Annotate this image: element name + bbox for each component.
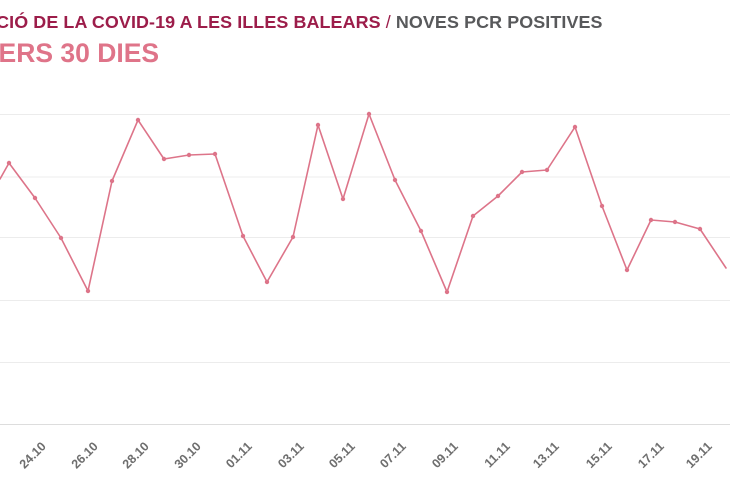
svg-text:09.11: 09.11 <box>429 439 461 471</box>
svg-text:24.10: 24.10 <box>17 439 49 471</box>
svg-text:03.11: 03.11 <box>275 439 307 471</box>
svg-text:30.10: 30.10 <box>172 439 204 471</box>
svg-text:07.11: 07.11 <box>377 439 409 471</box>
svg-text:11.11: 11.11 <box>482 439 513 470</box>
svg-text:13.11: 13.11 <box>530 439 562 471</box>
svg-text:17.11: 17.11 <box>635 439 667 471</box>
svg-text:19.11: 19.11 <box>683 439 715 471</box>
svg-text:15.11: 15.11 <box>583 439 615 471</box>
svg-text:01.11: 01.11 <box>223 439 255 471</box>
svg-text:05.11: 05.11 <box>326 439 358 471</box>
svg-text:28.10: 28.10 <box>120 439 152 471</box>
svg-text:26.10: 26.10 <box>69 439 101 471</box>
